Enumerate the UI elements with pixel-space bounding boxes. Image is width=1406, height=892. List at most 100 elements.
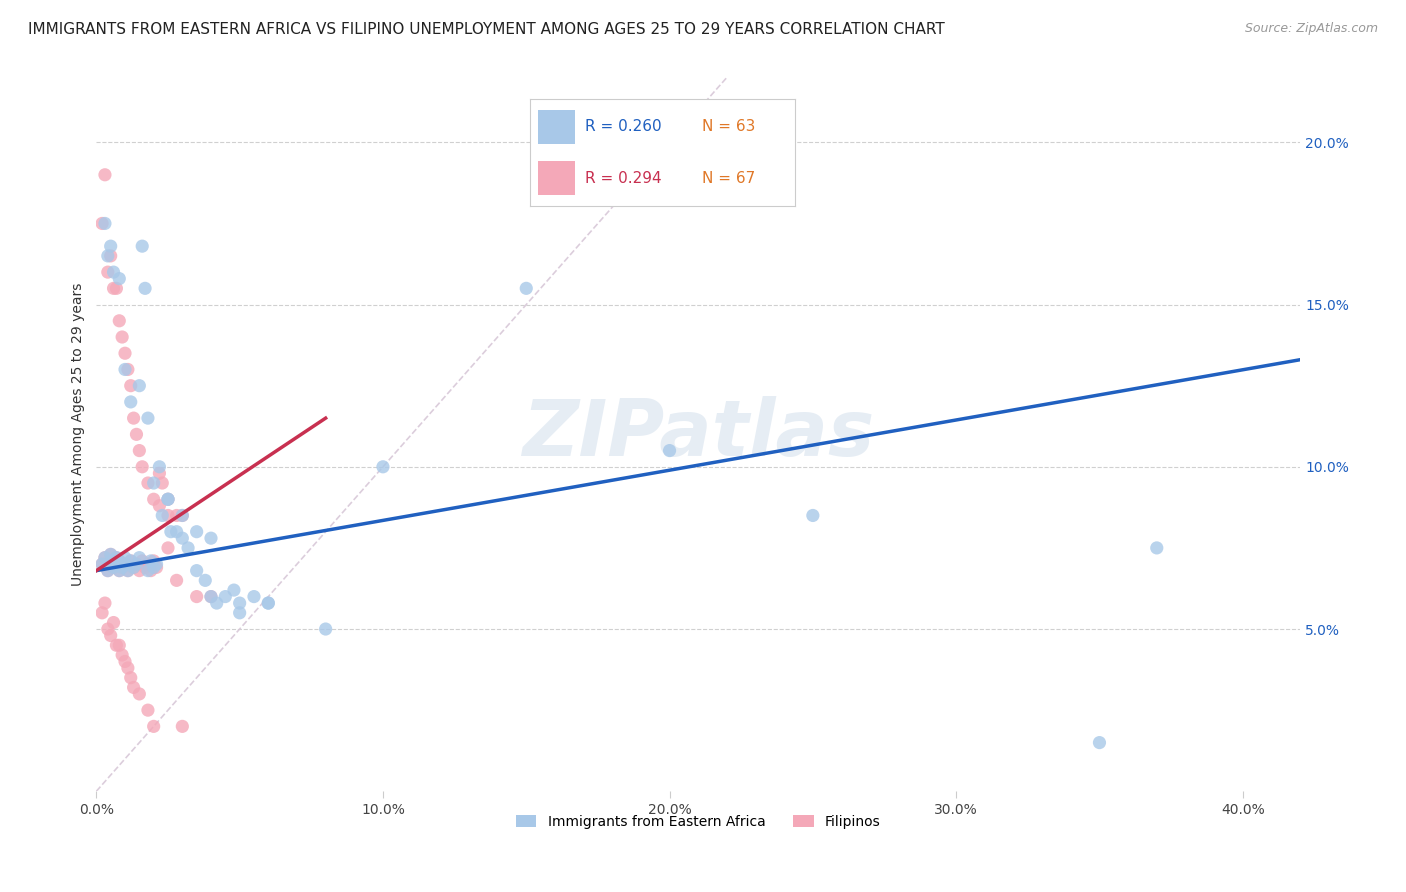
Point xyxy=(156,492,179,507)
Point xyxy=(228,606,250,620)
Point xyxy=(100,554,122,568)
Point xyxy=(214,590,236,604)
Point xyxy=(105,557,128,571)
Point xyxy=(134,281,156,295)
Point xyxy=(94,550,117,565)
Point xyxy=(142,554,165,568)
Point xyxy=(801,508,824,523)
Point xyxy=(100,554,122,568)
Point xyxy=(228,596,250,610)
Point xyxy=(172,719,194,733)
Point xyxy=(103,615,125,630)
Point xyxy=(150,508,173,523)
Point xyxy=(186,590,208,604)
Point xyxy=(97,622,120,636)
Point xyxy=(114,557,136,571)
Point xyxy=(94,168,117,182)
Point xyxy=(166,508,188,523)
Text: Source: ZipAtlas.com: Source: ZipAtlas.com xyxy=(1244,22,1378,36)
Point xyxy=(94,217,117,231)
Point xyxy=(148,459,170,474)
Point xyxy=(200,590,222,604)
Point xyxy=(122,560,145,574)
Point xyxy=(128,564,150,578)
Point xyxy=(97,265,120,279)
Point xyxy=(136,411,159,425)
Point xyxy=(148,467,170,481)
Point xyxy=(172,531,194,545)
Point xyxy=(94,550,117,565)
Point xyxy=(103,281,125,295)
Point xyxy=(194,574,217,588)
Point xyxy=(114,346,136,360)
Point xyxy=(131,459,153,474)
Point xyxy=(315,622,337,636)
Point xyxy=(108,564,131,578)
Point xyxy=(122,411,145,425)
Point xyxy=(111,560,134,574)
Point xyxy=(156,492,179,507)
Point xyxy=(156,541,179,555)
Point xyxy=(108,314,131,328)
Point xyxy=(97,564,120,578)
Point xyxy=(103,265,125,279)
Point xyxy=(160,524,183,539)
Point xyxy=(172,508,194,523)
Point xyxy=(100,628,122,642)
Point xyxy=(145,560,167,574)
Point xyxy=(131,239,153,253)
Point xyxy=(108,638,131,652)
Point xyxy=(136,476,159,491)
Point xyxy=(117,661,139,675)
Point xyxy=(108,554,131,568)
Point xyxy=(515,281,537,295)
Point xyxy=(139,554,162,568)
Point xyxy=(117,362,139,376)
Point xyxy=(120,554,142,568)
Point xyxy=(117,564,139,578)
Point xyxy=(111,560,134,574)
Point xyxy=(91,557,114,571)
Point xyxy=(142,719,165,733)
Point xyxy=(105,557,128,571)
Point xyxy=(1088,736,1111,750)
Point xyxy=(166,574,188,588)
Point xyxy=(94,596,117,610)
Point xyxy=(91,557,114,571)
Point xyxy=(91,217,114,231)
Point xyxy=(125,557,148,571)
Legend: Immigrants from Eastern Africa, Filipinos: Immigrants from Eastern Africa, Filipino… xyxy=(510,809,886,834)
Point xyxy=(114,557,136,571)
Point xyxy=(97,564,120,578)
Point xyxy=(136,564,159,578)
Point xyxy=(150,476,173,491)
Point xyxy=(205,596,228,610)
Text: ZIPatlas: ZIPatlas xyxy=(522,396,875,473)
Point xyxy=(105,638,128,652)
Point xyxy=(142,560,165,574)
Point xyxy=(120,554,142,568)
Point xyxy=(114,550,136,565)
Y-axis label: Unemployment Among Ages 25 to 29 years: Unemployment Among Ages 25 to 29 years xyxy=(72,283,86,586)
Point xyxy=(200,531,222,545)
Point xyxy=(117,564,139,578)
Point xyxy=(103,560,125,574)
Point xyxy=(142,476,165,491)
Point xyxy=(111,648,134,662)
Point xyxy=(120,378,142,392)
Point xyxy=(186,564,208,578)
Point xyxy=(658,443,681,458)
Point xyxy=(108,554,131,568)
Text: IMMIGRANTS FROM EASTERN AFRICA VS FILIPINO UNEMPLOYMENT AMONG AGES 25 TO 29 YEAR: IMMIGRANTS FROM EASTERN AFRICA VS FILIPI… xyxy=(28,22,945,37)
Point xyxy=(172,508,194,523)
Point xyxy=(257,596,280,610)
Point xyxy=(139,564,162,578)
Point xyxy=(145,557,167,571)
Point xyxy=(200,590,222,604)
Point xyxy=(136,703,159,717)
Point xyxy=(186,524,208,539)
Point xyxy=(131,554,153,568)
Point xyxy=(103,560,125,574)
Point xyxy=(371,459,394,474)
Point xyxy=(108,271,131,285)
